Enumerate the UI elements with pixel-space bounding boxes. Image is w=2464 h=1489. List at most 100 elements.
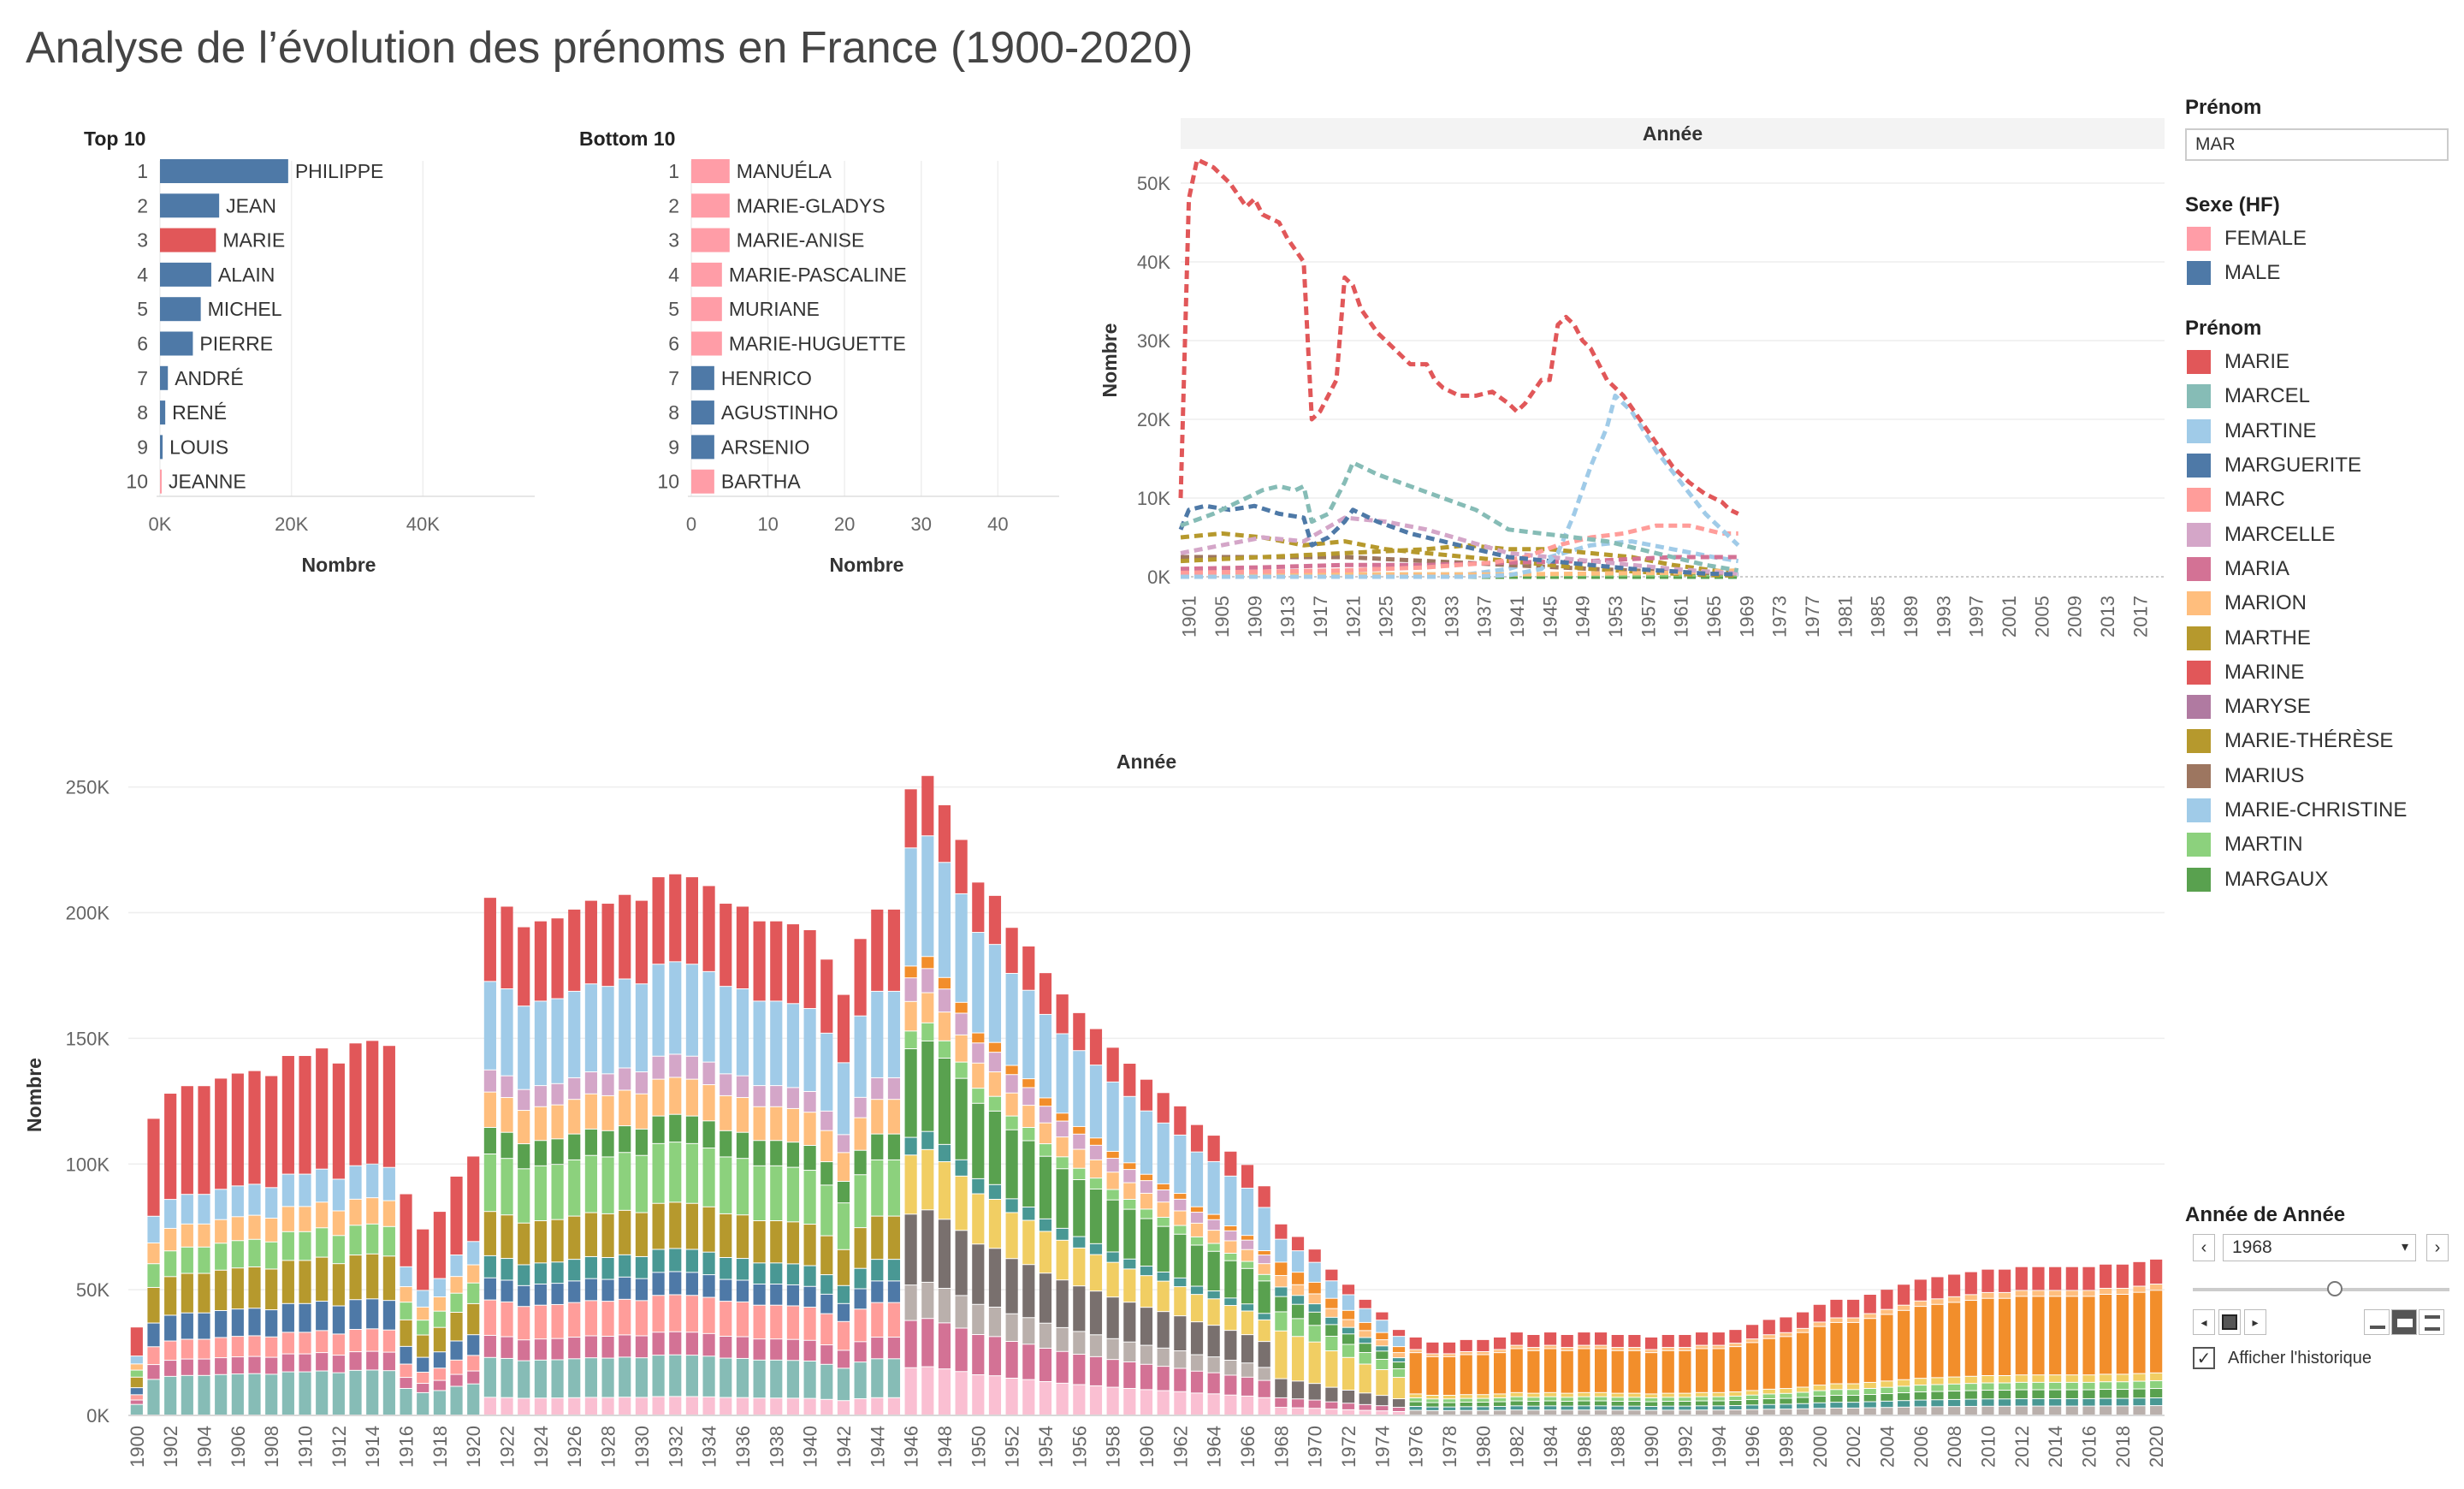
bar-segment[interactable] [130,1377,143,1388]
bar-segment[interactable] [770,1284,783,1305]
bar-segment[interactable] [1140,1174,1153,1181]
bar-segment[interactable] [652,1116,665,1143]
bar-segment[interactable] [1308,1326,1321,1342]
bar-segment[interactable] [736,989,749,1076]
bar-segment[interactable] [1106,1159,1119,1172]
bar-segment[interactable] [1342,1284,1355,1295]
bar-segment[interactable] [584,1397,597,1415]
bar-segment[interactable] [1696,1345,1709,1349]
bar-segment[interactable] [1780,1337,1792,1389]
bar-segment[interactable] [1056,1327,1069,1351]
bar-segment[interactable] [1359,1344,1371,1353]
bar-segment[interactable] [147,1379,160,1415]
bar-segment[interactable] [366,1370,379,1415]
bar-segment[interactable] [1426,1407,1439,1410]
bar-segment[interactable] [248,1239,261,1267]
bar-segment[interactable] [1291,1319,1305,1337]
bar-segment[interactable] [1881,1309,1893,1314]
bar-segment[interactable] [1611,1397,1624,1402]
bar-segment[interactable] [584,984,597,1072]
bar-segment[interactable] [265,1310,278,1337]
bar-segment[interactable] [786,1361,800,1398]
bar-segment[interactable] [1813,1403,1826,1409]
bar-segment[interactable] [1898,1407,1910,1415]
bar-segment[interactable] [955,893,968,1002]
bar-segment[interactable] [1628,1397,1641,1402]
bar-segment[interactable] [483,1255,496,1278]
bar-segment[interactable] [1207,1291,1220,1299]
bar-segment[interactable] [685,1203,698,1249]
bar-segment[interactable] [1863,1314,1876,1319]
bar-segment[interactable] [753,1263,766,1284]
bar-segment[interactable] [2116,1264,2129,1288]
bar-segment[interactable] [198,1375,210,1415]
bar-segment[interactable] [349,1199,362,1225]
bar-segment[interactable] [518,1006,530,1089]
bar-segment[interactable] [450,1176,463,1255]
bar-segment[interactable] [770,1263,783,1284]
prenom-legend-item[interactable]: MARGUERITE [2187,448,2407,483]
bar-segment[interactable] [854,1228,867,1268]
bar-segment[interactable] [316,1169,329,1202]
bar-segment[interactable] [1123,1302,1136,1342]
bar-segment[interactable] [1594,1406,1608,1410]
bar-segment[interactable] [601,1279,614,1302]
bar-segment[interactable] [1359,1404,1371,1410]
bar-segment[interactable] [1022,1220,1035,1265]
bar-segment[interactable] [382,1352,395,1371]
bar-segment[interactable] [619,1126,631,1153]
bar-segment[interactable] [1729,1401,1742,1406]
bar-segment[interactable] [2150,1380,2163,1389]
bar-segment[interactable] [988,1072,1002,1096]
bar-segment[interactable] [551,1139,564,1165]
bar-segment[interactable] [1140,1111,1153,1174]
bar-segment[interactable] [669,874,682,962]
bar-segment[interactable] [2049,1267,2062,1290]
bar-segment[interactable] [619,1068,631,1090]
bar-segment[interactable] [820,1345,833,1364]
bar-segment[interactable] [400,1287,412,1302]
bar-segment[interactable] [1174,1135,1187,1194]
bar-segment[interactable] [854,939,867,1016]
bar-segment[interactable] [584,1094,597,1129]
bar[interactable] [691,435,714,460]
bar-segment[interactable] [568,1260,581,1281]
bar-segment[interactable] [803,1340,816,1361]
bar-segment[interactable] [972,1178,985,1194]
bar-segment[interactable] [938,977,951,989]
bar-segment[interactable] [1460,1355,1472,1395]
bar-segment[interactable] [720,1157,732,1213]
bar-segment[interactable] [1039,1219,1052,1231]
bar-segment[interactable] [988,1199,1002,1249]
bar-segment[interactable] [669,1295,682,1332]
bar-segment[interactable] [1948,1407,1961,1415]
bar[interactable] [160,297,201,322]
bar-segment[interactable] [1089,1145,1103,1160]
bar-segment[interactable] [181,1375,193,1415]
bar-segment[interactable] [669,1249,682,1272]
bar-segment[interactable] [702,1121,715,1148]
bar-segment[interactable] [652,1249,665,1272]
bar-segment[interactable] [1477,1407,1490,1410]
bar-segment[interactable] [669,1054,682,1077]
bar-segment[interactable] [1241,1377,1254,1396]
bar-segment[interactable] [1106,1360,1119,1387]
bar-segment[interactable] [1106,1252,1119,1262]
bar-segment[interactable] [972,933,985,1033]
year-slider-thumb[interactable] [2327,1281,2343,1296]
bar-segment[interactable] [1999,1298,2011,1375]
bar-segment[interactable] [1813,1409,1826,1415]
bar-segment[interactable] [1931,1385,1944,1391]
bar-segment[interactable] [601,1157,614,1213]
stop-button[interactable] [2218,1309,2241,1335]
bar-segment[interactable] [2082,1375,2095,1382]
bar-segment[interactable] [820,959,833,1033]
bar-segment[interactable] [887,991,901,1077]
bar-segment[interactable] [1291,1337,1305,1381]
bar-segment[interactable] [2100,1390,2112,1398]
bar-segment[interactable] [871,1302,884,1338]
bar-segment[interactable] [1241,1268,1254,1304]
bar-segment[interactable] [1661,1406,1674,1410]
bar-segment[interactable] [1426,1410,1439,1415]
bar-segment[interactable] [921,1282,934,1319]
